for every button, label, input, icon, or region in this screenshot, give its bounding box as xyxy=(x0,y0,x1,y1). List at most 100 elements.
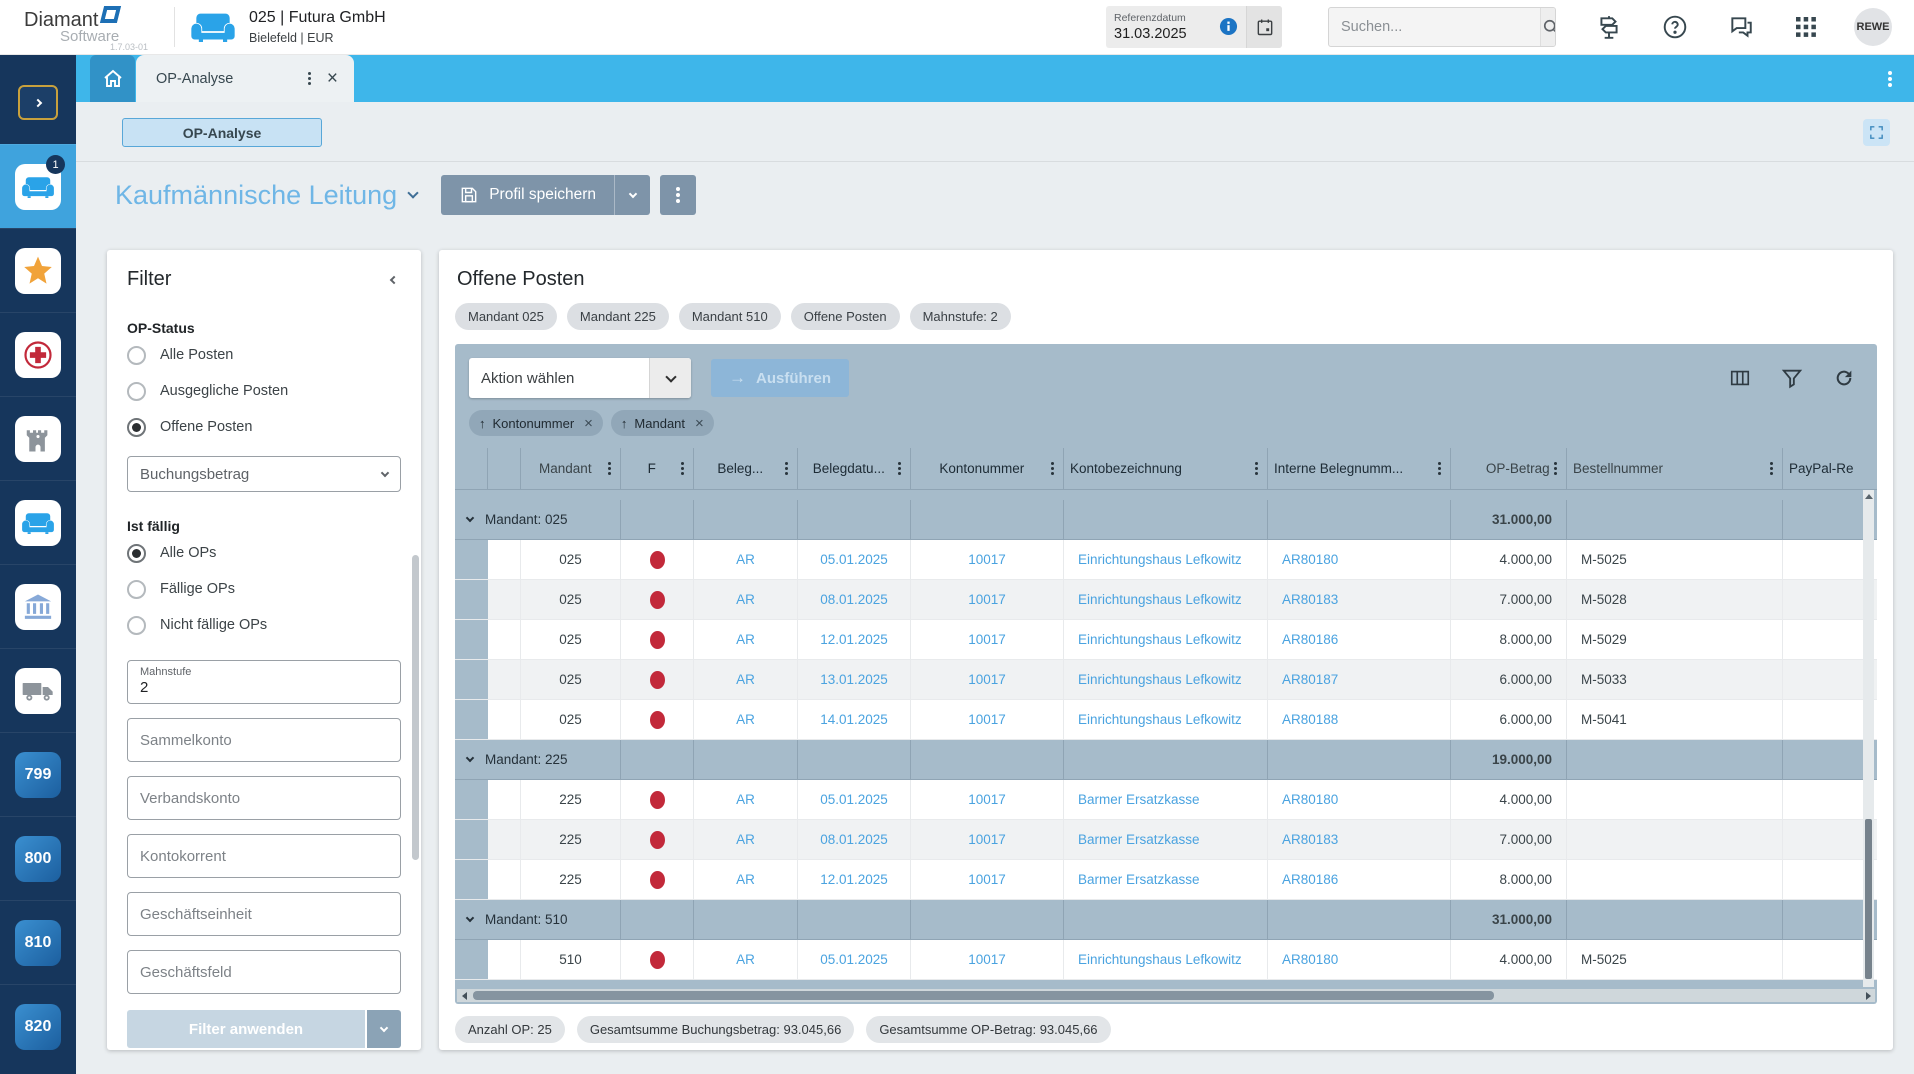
tabbar-overflow-icon[interactable] xyxy=(1888,76,1892,81)
column-header-mandant[interactable]: Mandant xyxy=(521,448,621,489)
buchungsbetrag-select[interactable]: Buchungsbetrag xyxy=(127,456,401,492)
table-row[interactable]: 510 AR 05.01.2025 10017 Einrichtungshaus Lef… xyxy=(455,940,1877,980)
sammelkonto-input[interactable] xyxy=(127,718,401,762)
filter-scrollbar[interactable] xyxy=(412,555,419,860)
link-kontonummer[interactable]: 10017 xyxy=(968,672,1006,687)
link-kontobezeichnung[interactable]: Einrichtungshaus Lefkowitz xyxy=(1078,632,1242,647)
apps-grid-icon[interactable] xyxy=(1794,15,1818,39)
radio-faellige-ops[interactable]: Fällige OPs xyxy=(127,572,401,606)
global-search[interactable] xyxy=(1328,7,1556,47)
column-menu-icon[interactable] xyxy=(1437,466,1441,471)
kontokorrent-input[interactable] xyxy=(127,834,401,878)
link-kontobezeichnung[interactable]: Barmer Ersatzkasse xyxy=(1078,832,1200,847)
group-row[interactable]: Mandant: 025 31.000,00 xyxy=(455,500,1877,540)
link-kontobezeichnung[interactable]: Einrichtungshaus Lefkowitz xyxy=(1078,592,1242,607)
apply-filter-dropdown[interactable] xyxy=(367,1010,401,1048)
mahnstufe-field[interactable]: Mahnstufe 2 xyxy=(127,660,401,704)
link-belegdatum[interactable]: 08.01.2025 xyxy=(820,592,888,607)
apply-filter-button[interactable]: Filter anwenden xyxy=(127,1010,365,1048)
filter-icon[interactable] xyxy=(1781,367,1803,389)
home-button[interactable] xyxy=(90,55,135,102)
search-button[interactable] xyxy=(1540,8,1555,46)
link-belegart[interactable]: AR xyxy=(736,872,755,887)
link-belegart[interactable]: AR xyxy=(736,672,755,687)
column-menu-icon[interactable] xyxy=(1769,466,1773,471)
link-belegdatum[interactable]: 12.01.2025 xyxy=(820,632,888,647)
vertical-scrollbar[interactable] xyxy=(1863,490,1874,987)
link-belegdatum[interactable]: 05.01.2025 xyxy=(820,792,888,807)
sort-chip[interactable]: ↑ Mandant × xyxy=(610,410,714,436)
save-profile-dropdown[interactable] xyxy=(614,175,651,215)
radio-alle-posten[interactable]: Alle Posten xyxy=(127,338,401,372)
column-header-f[interactable]: F xyxy=(621,448,694,489)
radio-ausgegliche-posten[interactable]: Ausgegliche Posten xyxy=(127,374,401,408)
help-icon[interactable] xyxy=(1662,14,1688,40)
link-belegdatum[interactable]: 12.01.2025 xyxy=(820,872,888,887)
sidebar-expand-button[interactable] xyxy=(18,85,58,120)
link-belegart[interactable]: AR xyxy=(736,632,755,647)
column-menu-icon[interactable] xyxy=(1050,466,1054,471)
horizontal-scrollbar[interactable] xyxy=(457,989,1875,1002)
link-kontonummer[interactable]: 10017 xyxy=(968,632,1006,647)
column-menu-icon[interactable] xyxy=(680,466,684,471)
column-header-interne-belegnumm[interactable]: Interne Belegnumm... xyxy=(1268,448,1451,489)
group-row[interactable]: Mandant: 225 19.000,00 xyxy=(455,740,1877,780)
table-row[interactable]: 225 AR 12.01.2025 10017 Barmer Ersatzkasse AR… xyxy=(455,860,1877,900)
scroll-left-arrow[interactable] xyxy=(457,991,471,1000)
link-belegdatum[interactable]: 14.01.2025 xyxy=(820,712,888,727)
table-row[interactable]: 025 AR 13.01.2025 10017 Einrichtungshaus Lef… xyxy=(455,660,1877,700)
applied-filter-chip[interactable]: Mahnstufe: 2 xyxy=(909,303,1011,330)
link-interne-belegnummer[interactable]: AR80187 xyxy=(1282,672,1339,687)
profile-menu-button[interactable] xyxy=(660,175,697,215)
remove-sort-icon[interactable]: × xyxy=(695,414,704,432)
collapse-filter-icon[interactable] xyxy=(387,266,401,292)
table-row[interactable]: 025 AR 14.01.2025 10017 Einrichtungshaus Lef… xyxy=(455,700,1877,740)
link-belegdatum[interactable]: 05.01.2025 xyxy=(820,952,888,967)
action-select[interactable]: Aktion wählen xyxy=(469,358,691,398)
link-belegart[interactable]: AR xyxy=(736,952,755,967)
link-belegdatum[interactable]: 13.01.2025 xyxy=(820,672,888,687)
link-kontobezeichnung[interactable]: Einrichtungshaus Lefkowitz xyxy=(1078,672,1242,687)
sidebar-item-sofa[interactable] xyxy=(0,480,76,564)
link-kontobezeichnung[interactable]: Barmer Ersatzkasse xyxy=(1078,872,1200,887)
link-kontonummer[interactable]: 10017 xyxy=(968,712,1006,727)
sidebar-item-castle[interactable] xyxy=(0,396,76,480)
column-header-kontobezeichnung[interactable]: Kontobezeichnung xyxy=(1064,448,1268,489)
applied-filter-chip[interactable]: Mandant 025 xyxy=(455,303,557,330)
info-icon[interactable] xyxy=(1219,17,1238,36)
link-kontonummer[interactable]: 10017 xyxy=(968,792,1006,807)
table-row[interactable]: 225 AR 05.01.2025 10017 Barmer Ersatzkasse AR… xyxy=(455,780,1877,820)
link-kontonummer[interactable]: 10017 xyxy=(968,952,1006,967)
link-belegart[interactable]: AR xyxy=(736,552,755,567)
link-belegart[interactable]: AR xyxy=(736,832,755,847)
sort-chip[interactable]: ↑ Kontonummer × xyxy=(469,410,603,436)
reference-date-field[interactable]: Referenzdatum 31.03.2025 xyxy=(1106,6,1282,48)
column-menu-icon[interactable] xyxy=(897,466,901,471)
verbandskonto-input[interactable] xyxy=(127,776,401,820)
link-interne-belegnummer[interactable]: AR80186 xyxy=(1282,632,1339,647)
applied-filter-chip[interactable]: Mandant 225 xyxy=(566,303,669,330)
op-analyse-nav-button[interactable]: OP-Analyse xyxy=(122,118,322,147)
applied-filter-chip[interactable]: Offene Posten xyxy=(790,303,900,330)
radio-offene-posten[interactable]: Offene Posten xyxy=(127,410,401,444)
link-interne-belegnummer[interactable]: AR80180 xyxy=(1282,552,1339,567)
calendar-button[interactable] xyxy=(1246,6,1282,48)
link-interne-belegnummer[interactable]: AR80183 xyxy=(1282,592,1339,607)
link-belegart[interactable]: AR xyxy=(736,712,755,727)
collapse-group-icon[interactable] xyxy=(465,513,475,523)
link-interne-belegnummer[interactable]: AR80186 xyxy=(1282,872,1339,887)
link-kontobezeichnung[interactable]: Barmer Ersatzkasse xyxy=(1078,792,1200,807)
collapse-group-icon[interactable] xyxy=(465,753,475,763)
link-kontonummer[interactable]: 10017 xyxy=(968,552,1006,567)
user-avatar[interactable]: REWE xyxy=(1854,8,1892,46)
sidebar-item-810[interactable]: 810 xyxy=(0,900,76,984)
geschaeftsfeld-input[interactable] xyxy=(127,950,401,994)
profile-selector[interactable]: Kaufmännische Leitung xyxy=(115,180,419,211)
scroll-right-arrow[interactable] xyxy=(1861,991,1875,1000)
link-belegart[interactable]: AR xyxy=(736,592,755,607)
column-menu-icon[interactable] xyxy=(784,466,788,471)
column-header-belegdatu[interactable]: Belegdatu... xyxy=(798,448,911,489)
tab-op-analyse[interactable]: OP-Analyse × xyxy=(136,55,354,102)
link-interne-belegnummer[interactable]: AR80188 xyxy=(1282,712,1339,727)
execute-button[interactable]: → Ausführen xyxy=(711,359,849,397)
